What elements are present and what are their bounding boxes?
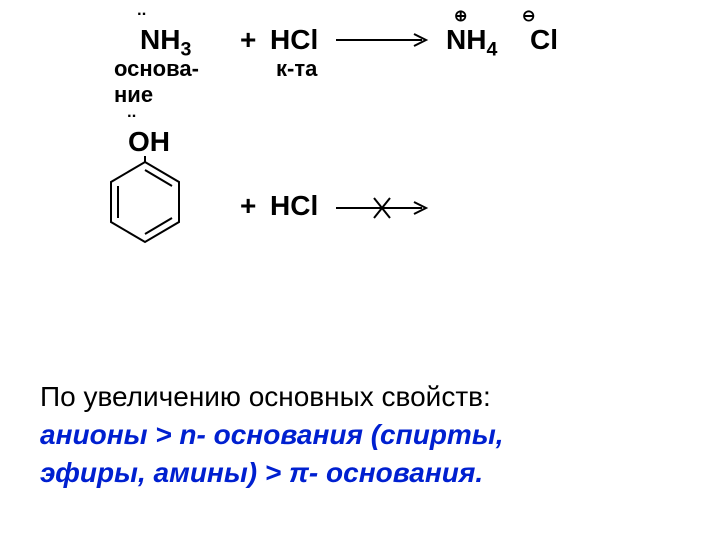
nh4-sub: 4 [486,39,497,61]
lone-pair-dots: ¨ [138,8,143,34]
nh4: NH4 [446,24,497,62]
reaction-1: ¨ NH3 основа- ние + HCl к-та NH4 ⊕ Cl ⊖ [0,0,720,120]
plus-1: + [240,24,256,56]
nh4-charge-icon: ⊕ [454,6,467,26]
hcl-2: HCl [270,190,318,222]
phenol-oh: ¨ OH [128,126,170,158]
phenol-oh-text: OH [128,126,170,157]
caption-line-1: По увеличению основных свойств: [40,378,700,416]
plus-2: + [240,190,256,222]
nh4-base: NH [446,24,486,55]
cl-anion: Cl [530,24,558,56]
arrow-1 [336,30,436,50]
caption-line-3: эфиры, амины) > π- основания. [40,454,700,492]
hcl-1: HCl [270,24,318,56]
nh3-label-2: ние [114,82,153,108]
hcl-label: к-та [276,56,317,82]
nh3-label-1: основа- [114,56,199,82]
reaction-2: ¨ OH + HCl [0,120,720,300]
caption: По увеличению основных свойств: анионы >… [40,378,700,491]
nh3-base: NH [140,24,180,55]
arrow-2-no-reaction-icon [336,196,436,220]
caption-line-2: анионы > n- основания (спирты, [40,416,700,454]
benzene-ring-icon [100,156,190,256]
phenol-lone-pair: ¨ [128,110,133,136]
cl-charge-icon: ⊖ [522,6,535,26]
